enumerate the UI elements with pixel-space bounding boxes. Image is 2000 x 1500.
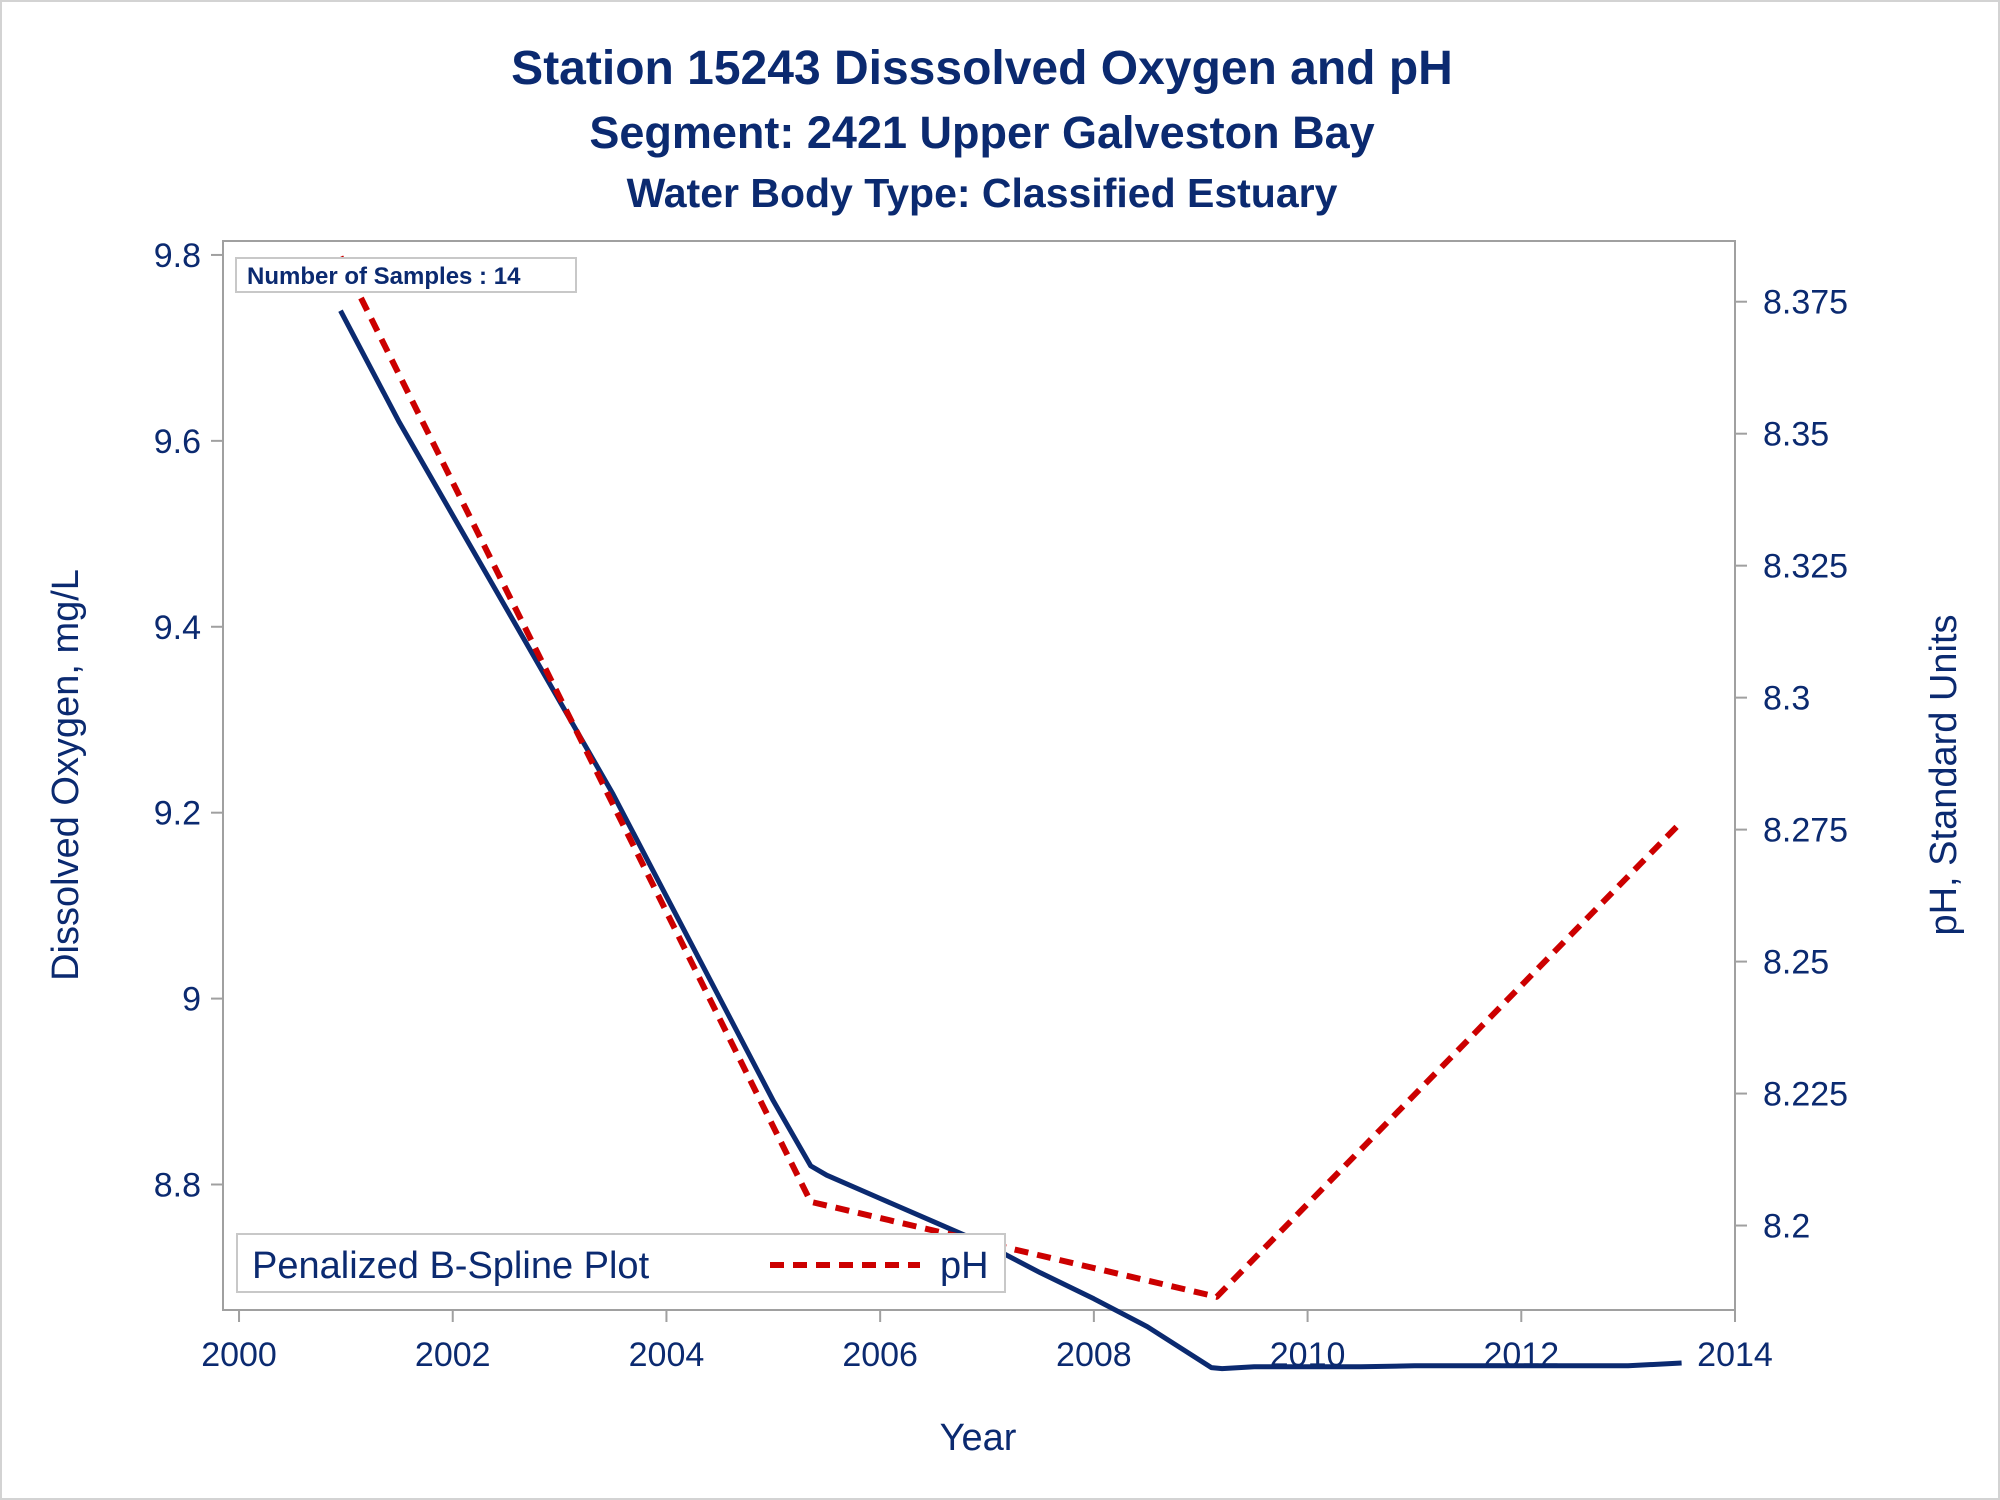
x-tick-label: 2006 bbox=[842, 1336, 918, 1374]
y-axis-left: 8.8 9 9.2 9.4 9.6 9.8 bbox=[154, 237, 223, 1205]
y-axis-right: 8.2 8.225 8.25 8.275 8.3 8.325 8.35 8.375 bbox=[1735, 284, 1848, 1246]
legend: Penalized B-Spline Plot pH bbox=[236, 1233, 1006, 1293]
y2-tick-label: 8.35 bbox=[1763, 416, 1829, 454]
chart-subtitle-waterbody: Water Body Type: Classified Estuary bbox=[627, 170, 1338, 216]
series-layer bbox=[337, 255, 1684, 1372]
y2-tick-label: 8.325 bbox=[1763, 548, 1848, 586]
y2-tick-label: 8.225 bbox=[1763, 1076, 1848, 1114]
y-tick-label: 9.6 bbox=[154, 423, 201, 461]
y-axis-label: Dissolved Oxygen, mg/L bbox=[45, 569, 87, 981]
x-tick-label: 2014 bbox=[1697, 1336, 1773, 1374]
legend-ph-label: pH bbox=[940, 1245, 989, 1287]
y2-tick-label: 8.375 bbox=[1763, 284, 1848, 322]
dissolved-oxygen-series-line bbox=[338, 309, 1682, 1372]
plot-area bbox=[222, 240, 1736, 1311]
y-tick-label: 8.8 bbox=[154, 1167, 201, 1205]
sample-count-annotation: Number of Samples : 14 bbox=[235, 257, 577, 293]
ph-series-line bbox=[337, 255, 1684, 1300]
y2-axis-label: pH, Standard Units bbox=[1923, 614, 1965, 935]
x-tick-label: 2004 bbox=[629, 1336, 705, 1374]
x-tick-label: 2008 bbox=[1056, 1336, 1132, 1374]
y-tick-label: 9.4 bbox=[154, 609, 201, 647]
y-tick-label: 9 bbox=[182, 981, 201, 1019]
y2-tick-label: 8.2 bbox=[1763, 1208, 1810, 1246]
y-tick-label: 9.8 bbox=[154, 237, 201, 275]
x-tick-label: 2002 bbox=[415, 1336, 491, 1374]
y-tick-label: 9.2 bbox=[154, 795, 201, 833]
x-axis-label: Year bbox=[940, 1417, 1017, 1459]
y2-tick-label: 8.3 bbox=[1763, 680, 1810, 718]
x-tick-label: 2000 bbox=[201, 1336, 277, 1374]
y2-tick-label: 8.25 bbox=[1763, 944, 1829, 982]
legend-box bbox=[236, 1233, 1006, 1293]
annotation-text: Number of Samples : 14 bbox=[247, 263, 521, 290]
chart-title: Station 15243 Disssolved Oxygen and pH bbox=[511, 42, 1453, 95]
annotation-box bbox=[235, 257, 577, 293]
chart-subtitle-segment: Segment: 2421 Upper Galveston Bay bbox=[589, 107, 1374, 158]
legend-title: Penalized B-Spline Plot bbox=[252, 1245, 650, 1287]
y2-tick-label: 8.275 bbox=[1763, 812, 1848, 850]
